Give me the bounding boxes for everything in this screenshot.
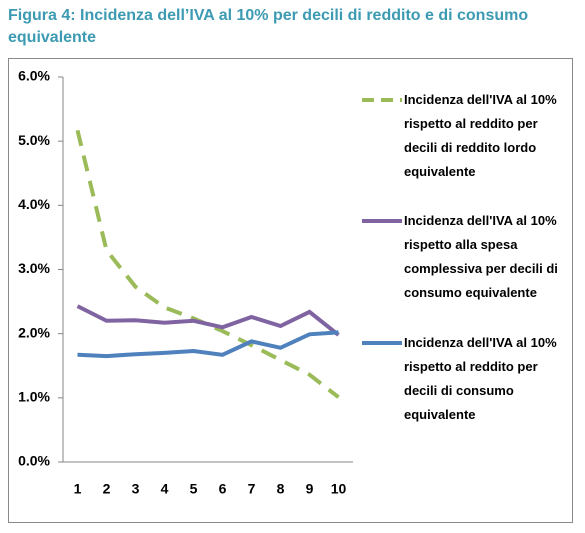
y-tick-label: 6.0% — [18, 68, 50, 84]
x-tick-label: 8 — [277, 481, 285, 497]
y-tick-label: 4.0% — [18, 196, 50, 212]
chart-frame — [8, 58, 573, 523]
y-tick-label: 1.0% — [18, 389, 50, 405]
y-tick-label: 2.0% — [18, 324, 50, 340]
x-tick-label: 4 — [161, 481, 169, 497]
x-tick-label: 7 — [248, 481, 256, 497]
legend-label: Incidenza dell'IVA al 10% rispetto al re… — [404, 335, 557, 422]
x-tick-label: 6 — [219, 481, 227, 497]
chart-title: Figura 4: Incidenza dell’IVA al 10% per … — [8, 7, 529, 46]
series-line — [77, 330, 339, 359]
legend-label: Incidenza dell'IVA al 10% rispetto alla … — [404, 213, 558, 300]
x-tick-label: 1 — [74, 481, 82, 497]
x-tick-label: 9 — [306, 481, 314, 497]
series-line — [76, 304, 340, 337]
y-tick-label: 5.0% — [18, 132, 50, 148]
legend-label: Incidenza dell'IVA al 10% rispetto al re… — [404, 92, 557, 179]
x-tick-label: 3 — [132, 481, 140, 497]
x-tick-label: 10 — [331, 481, 347, 497]
y-tick-label: 3.0% — [18, 260, 50, 276]
y-tick-label: 0.0% — [18, 453, 50, 469]
x-tick-label: 5 — [190, 481, 198, 497]
series-line — [75, 129, 340, 399]
x-tick-label: 2 — [103, 481, 111, 497]
